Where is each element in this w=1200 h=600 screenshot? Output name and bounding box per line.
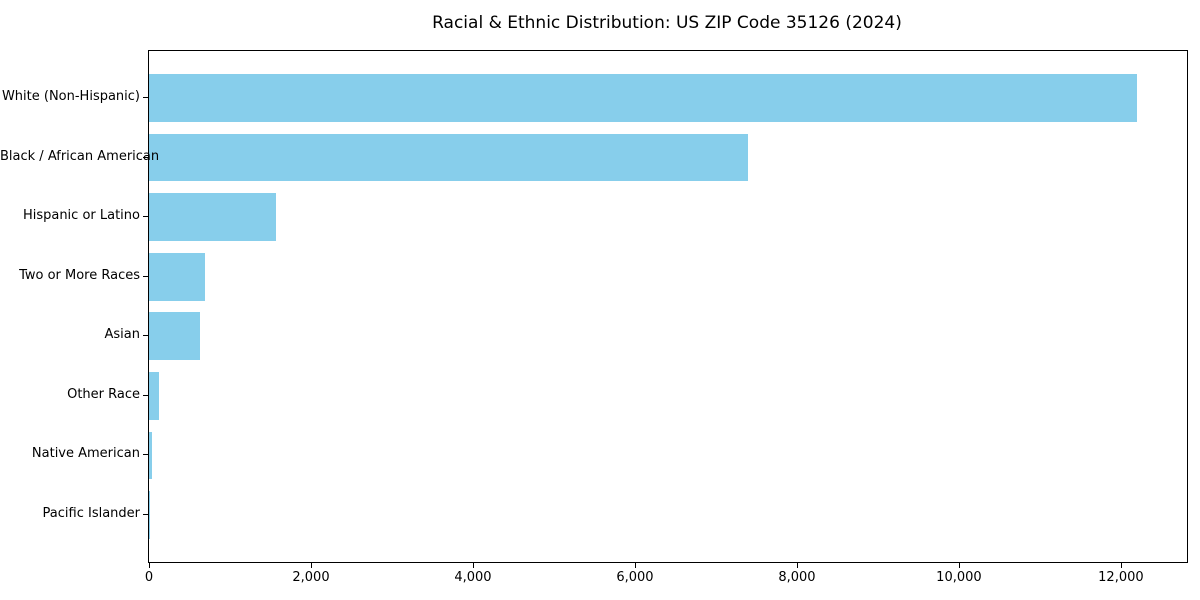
bar-hispanic-or-latino — [149, 193, 277, 241]
bar-two-or-more-races — [149, 252, 205, 301]
y-tick-two-or-more-races — [143, 275, 148, 277]
y-tick-hispanic-or-latino — [143, 216, 148, 218]
x-tick-label-2000: 2,000 — [292, 570, 330, 585]
x-tick-8000 — [796, 563, 798, 568]
y-tick-label-asian: Asian — [104, 327, 140, 343]
x-tick-label-0: 0 — [144, 570, 154, 585]
y-tick-other-race — [143, 394, 148, 396]
y-tick-native-american — [143, 454, 148, 456]
bar-asian — [149, 312, 201, 361]
x-tick-label-12000: 12,000 — [1098, 570, 1144, 585]
y-tick-label-white-non-hispanic: White (Non-Hispanic) — [1, 89, 140, 105]
x-tick-0 — [149, 563, 150, 568]
plot-area — [148, 50, 1188, 563]
x-tick-6000 — [634, 563, 636, 568]
x-tick-4000 — [472, 563, 474, 568]
x-tick-12000 — [1120, 563, 1122, 568]
x-tick-label-10000: 10,000 — [936, 570, 982, 585]
bar-black-african-american — [149, 133, 748, 182]
x-tick-2000 — [310, 563, 312, 568]
y-tick-label-other-race: Other Race — [67, 386, 140, 402]
y-tick-black-african-american — [143, 156, 148, 158]
bar-other-race — [149, 372, 159, 420]
bar-white-non-hispanic — [149, 74, 1138, 122]
y-tick-pacific-islander — [143, 513, 148, 515]
x-tick-label-6000: 6,000 — [616, 570, 654, 585]
y-tick-label-native-american: Native American — [31, 446, 140, 462]
y-tick-label-black-african-american: Black / African American — [0, 148, 160, 164]
bar-native-american — [149, 431, 152, 480]
y-tick-label-hispanic-or-latino: Hispanic or Latino — [22, 208, 140, 224]
chart-title: Racial & Ethnic Distribution: US ZIP Cod… — [432, 13, 902, 33]
x-tick-10000 — [958, 563, 960, 568]
y-tick-label-two-or-more-races: Two or More Races — [19, 267, 140, 283]
bar-pacific-islander — [149, 491, 150, 539]
x-tick-label-4000: 4,000 — [454, 570, 492, 585]
y-tick-asian — [143, 335, 148, 337]
y-tick-white-non-hispanic — [143, 97, 148, 99]
x-tick-label-8000: 8,000 — [778, 570, 816, 585]
y-tick-label-pacific-islander: Pacific Islander — [42, 505, 140, 521]
